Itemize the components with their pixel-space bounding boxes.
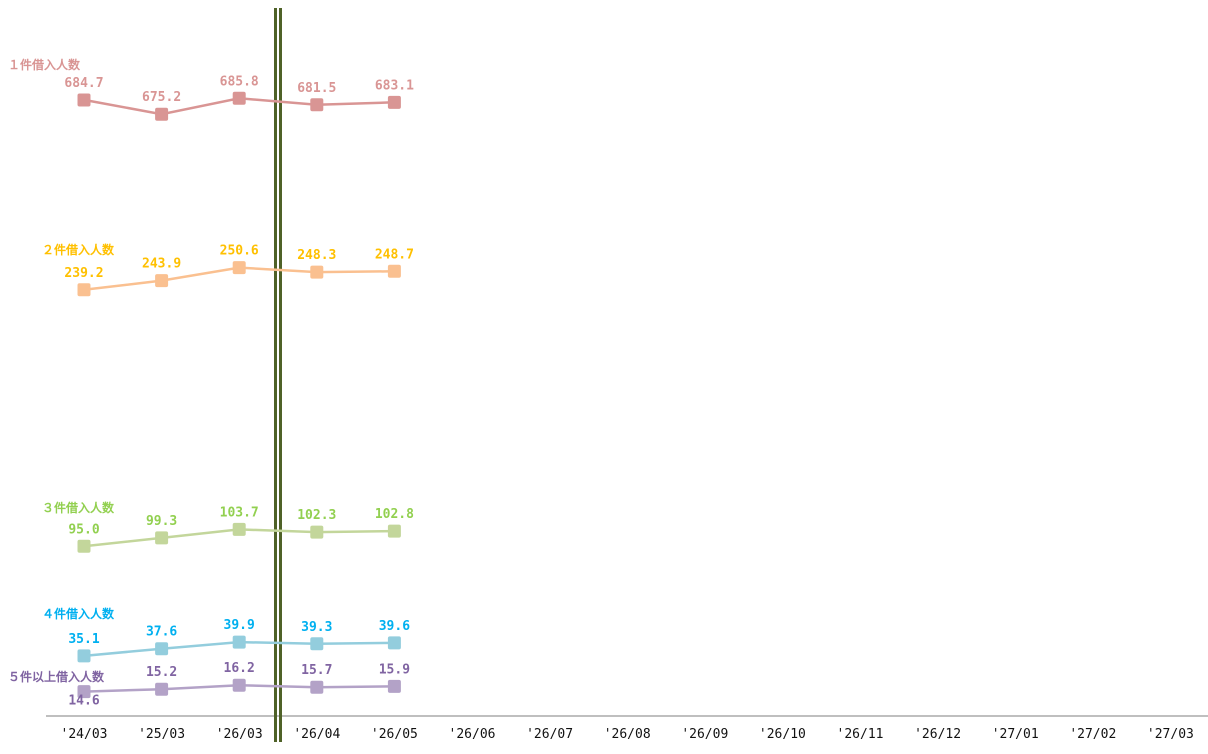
- series-4-marker: [310, 637, 324, 651]
- series-2-data-label: 248.7: [375, 247, 414, 262]
- x-tick-label: '26/09: [681, 727, 728, 742]
- series-3-marker: [387, 524, 401, 538]
- series-3-data-label: 102.3: [297, 508, 336, 523]
- series-5-marker: [77, 685, 91, 699]
- series-2-marker: [232, 261, 246, 275]
- x-tick-label: '26/03: [216, 727, 263, 742]
- series-5-data-label: 15.2: [146, 665, 177, 680]
- series-4-data-label: 39.3: [301, 620, 332, 635]
- series-1-marker: [310, 98, 324, 112]
- series-2-data-label: 248.3: [297, 248, 336, 263]
- series-5-marker: [387, 679, 401, 693]
- x-tick-label: '27/01: [992, 727, 1039, 742]
- series-4-marker: [387, 636, 401, 650]
- x-tick-label: '26/04: [293, 727, 340, 742]
- x-tick-label: '26/08: [604, 727, 651, 742]
- x-tick-label: '27/02: [1069, 727, 1116, 742]
- series-2-marker: [387, 264, 401, 278]
- series-3-marker: [232, 522, 246, 536]
- series-3-marker: [155, 531, 169, 545]
- series-1-data-label: 683.1: [375, 78, 414, 93]
- series-3-marker: [77, 539, 91, 553]
- series-2-marker: [310, 265, 324, 279]
- series-5-marker: [232, 678, 246, 692]
- series-5-data-label: 16.2: [224, 661, 255, 676]
- series-1-marker: [387, 95, 401, 109]
- x-tick-label: '26/07: [526, 727, 573, 742]
- series-3-data-label: 102.8: [375, 507, 414, 522]
- series-5-marker: [155, 682, 169, 696]
- series-1-data-label: 684.7: [64, 76, 103, 91]
- series-1-data-label: 675.2: [142, 90, 181, 105]
- series-5-data-label: 15.7: [301, 663, 332, 678]
- series-2-name: ２件借入人数: [42, 242, 115, 257]
- x-tick-label: '26/12: [914, 727, 961, 742]
- series-2-marker: [77, 283, 91, 297]
- series-3-data-label: 103.7: [220, 505, 259, 520]
- series-4-data-label: 35.1: [68, 632, 99, 647]
- x-tick-label: '26/06: [449, 727, 496, 742]
- series-4-data-label: 39.6: [379, 619, 410, 634]
- x-tick-label: '25/03: [138, 727, 185, 742]
- x-tick-label: '24/03: [61, 727, 108, 742]
- series-1-data-label: 685.8: [220, 74, 259, 89]
- series-4-name: ４件借入人数: [42, 606, 115, 621]
- series-5-data-label: 14.6: [68, 694, 99, 709]
- series-5-marker: [310, 680, 324, 694]
- series-5-name: ５件以上借入人数: [8, 669, 105, 684]
- series-1-marker: [232, 91, 246, 105]
- series-5-data-label: 15.9: [379, 662, 410, 677]
- x-tick-label: '26/05: [371, 727, 418, 742]
- series-4-marker: [232, 635, 246, 649]
- series-1-data-label: 681.5: [297, 81, 336, 96]
- series-2-data-label: 239.2: [64, 266, 103, 281]
- series-3-marker: [310, 525, 324, 539]
- x-tick-label: '26/10: [759, 727, 806, 742]
- series-2-marker: [155, 274, 169, 288]
- series-2-data-label: 250.6: [220, 244, 259, 259]
- series-4-marker: [77, 649, 91, 663]
- x-tick-label: '26/11: [837, 727, 884, 742]
- series-3-data-label: 95.0: [68, 522, 99, 537]
- series-1-marker: [77, 93, 91, 107]
- x-tick-label: '27/03: [1147, 727, 1194, 742]
- series-1-marker: [155, 107, 169, 121]
- series-4-marker: [155, 642, 169, 656]
- series-1-name: １件借入人数: [8, 57, 81, 72]
- series-2-data-label: 243.9: [142, 257, 181, 272]
- series-3-name: ３件借入人数: [42, 500, 115, 515]
- series-4-data-label: 37.6: [146, 625, 177, 640]
- series-3-data-label: 99.3: [146, 514, 177, 529]
- series-4-data-label: 39.9: [224, 618, 255, 633]
